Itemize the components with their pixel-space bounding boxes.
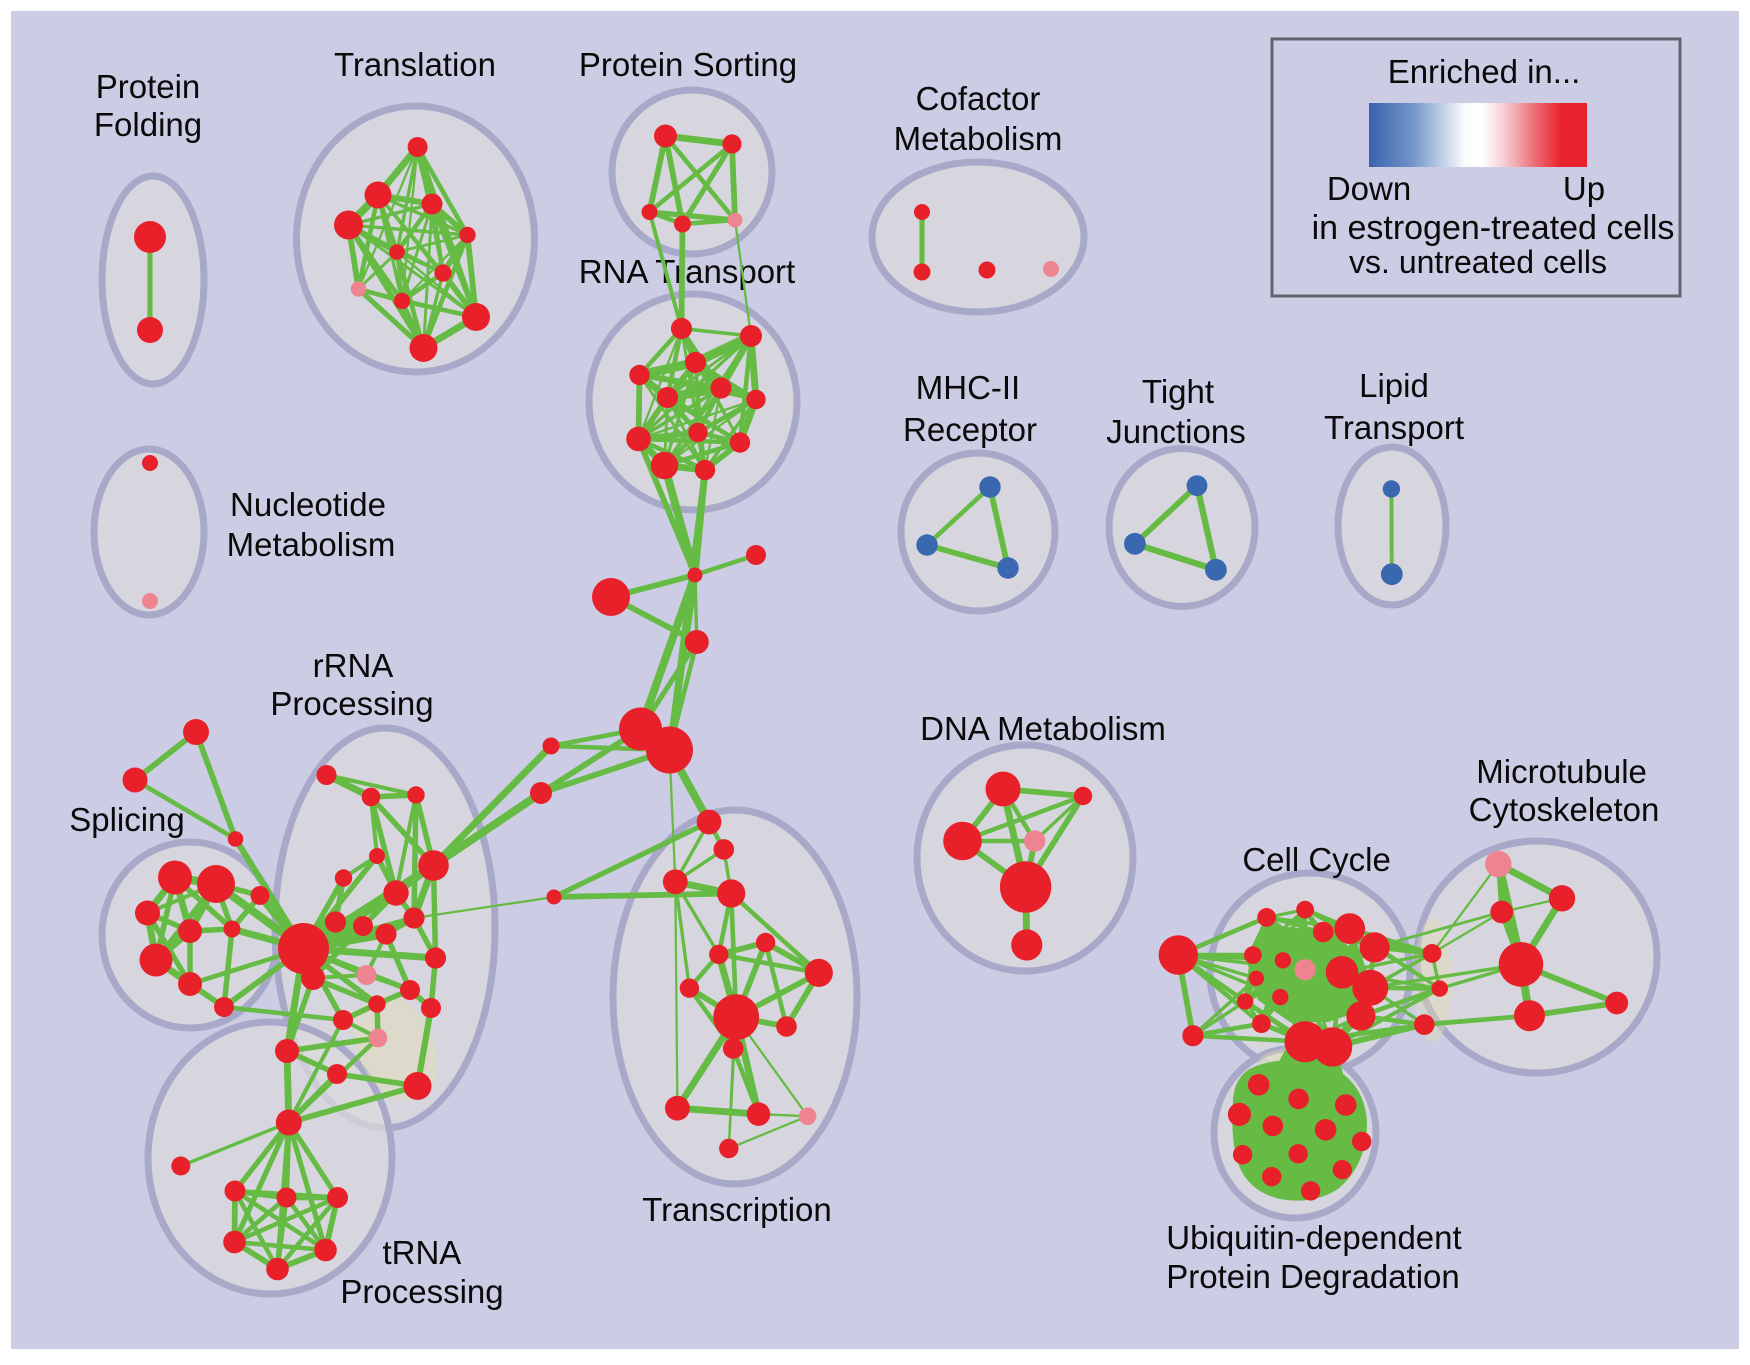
svg-text:Transport: Transport [1324,409,1464,446]
svg-text:Metabolism: Metabolism [894,120,1063,157]
svg-text:Up: Up [1563,170,1605,207]
svg-text:vs. untreated cells: vs. untreated cells [1349,244,1607,280]
svg-text:Processing: Processing [270,685,433,722]
svg-text:DNA Metabolism: DNA Metabolism [920,710,1166,747]
svg-text:Protein Sorting: Protein Sorting [579,46,797,83]
svg-text:rRNA: rRNA [313,647,394,684]
svg-text:Down: Down [1327,170,1411,207]
svg-text:Cell Cycle: Cell Cycle [1242,841,1391,878]
svg-text:in estrogen-treated cells: in estrogen-treated cells [1312,209,1675,247]
svg-text:Processing: Processing [340,1273,503,1310]
svg-text:Cofactor: Cofactor [916,80,1041,117]
svg-text:Junctions: Junctions [1106,413,1245,450]
svg-text:Protein: Protein [96,68,201,105]
svg-text:Protein Degradation: Protein Degradation [1166,1258,1460,1295]
svg-text:Enriched in...: Enriched in... [1388,53,1581,90]
svg-text:Splicing: Splicing [69,801,185,838]
svg-text:Receptor: Receptor [903,411,1037,448]
svg-text:Folding: Folding [94,106,202,143]
svg-text:Nucleotide: Nucleotide [230,486,386,523]
svg-text:MHC-II: MHC-II [916,369,1020,406]
svg-text:Metabolism: Metabolism [227,526,396,563]
svg-text:Lipid: Lipid [1359,367,1429,404]
svg-text:Ubiquitin-dependent: Ubiquitin-dependent [1166,1219,1461,1256]
svg-text:Tight: Tight [1142,373,1214,410]
svg-text:Microtubule: Microtubule [1476,753,1647,790]
svg-text:Transcription: Transcription [642,1191,832,1228]
svg-text:tRNA: tRNA [382,1234,461,1271]
svg-text:Cytoskeleton: Cytoskeleton [1469,791,1660,828]
svg-text:RNA Transport: RNA Transport [579,253,795,290]
svg-text:Translation: Translation [334,46,496,83]
